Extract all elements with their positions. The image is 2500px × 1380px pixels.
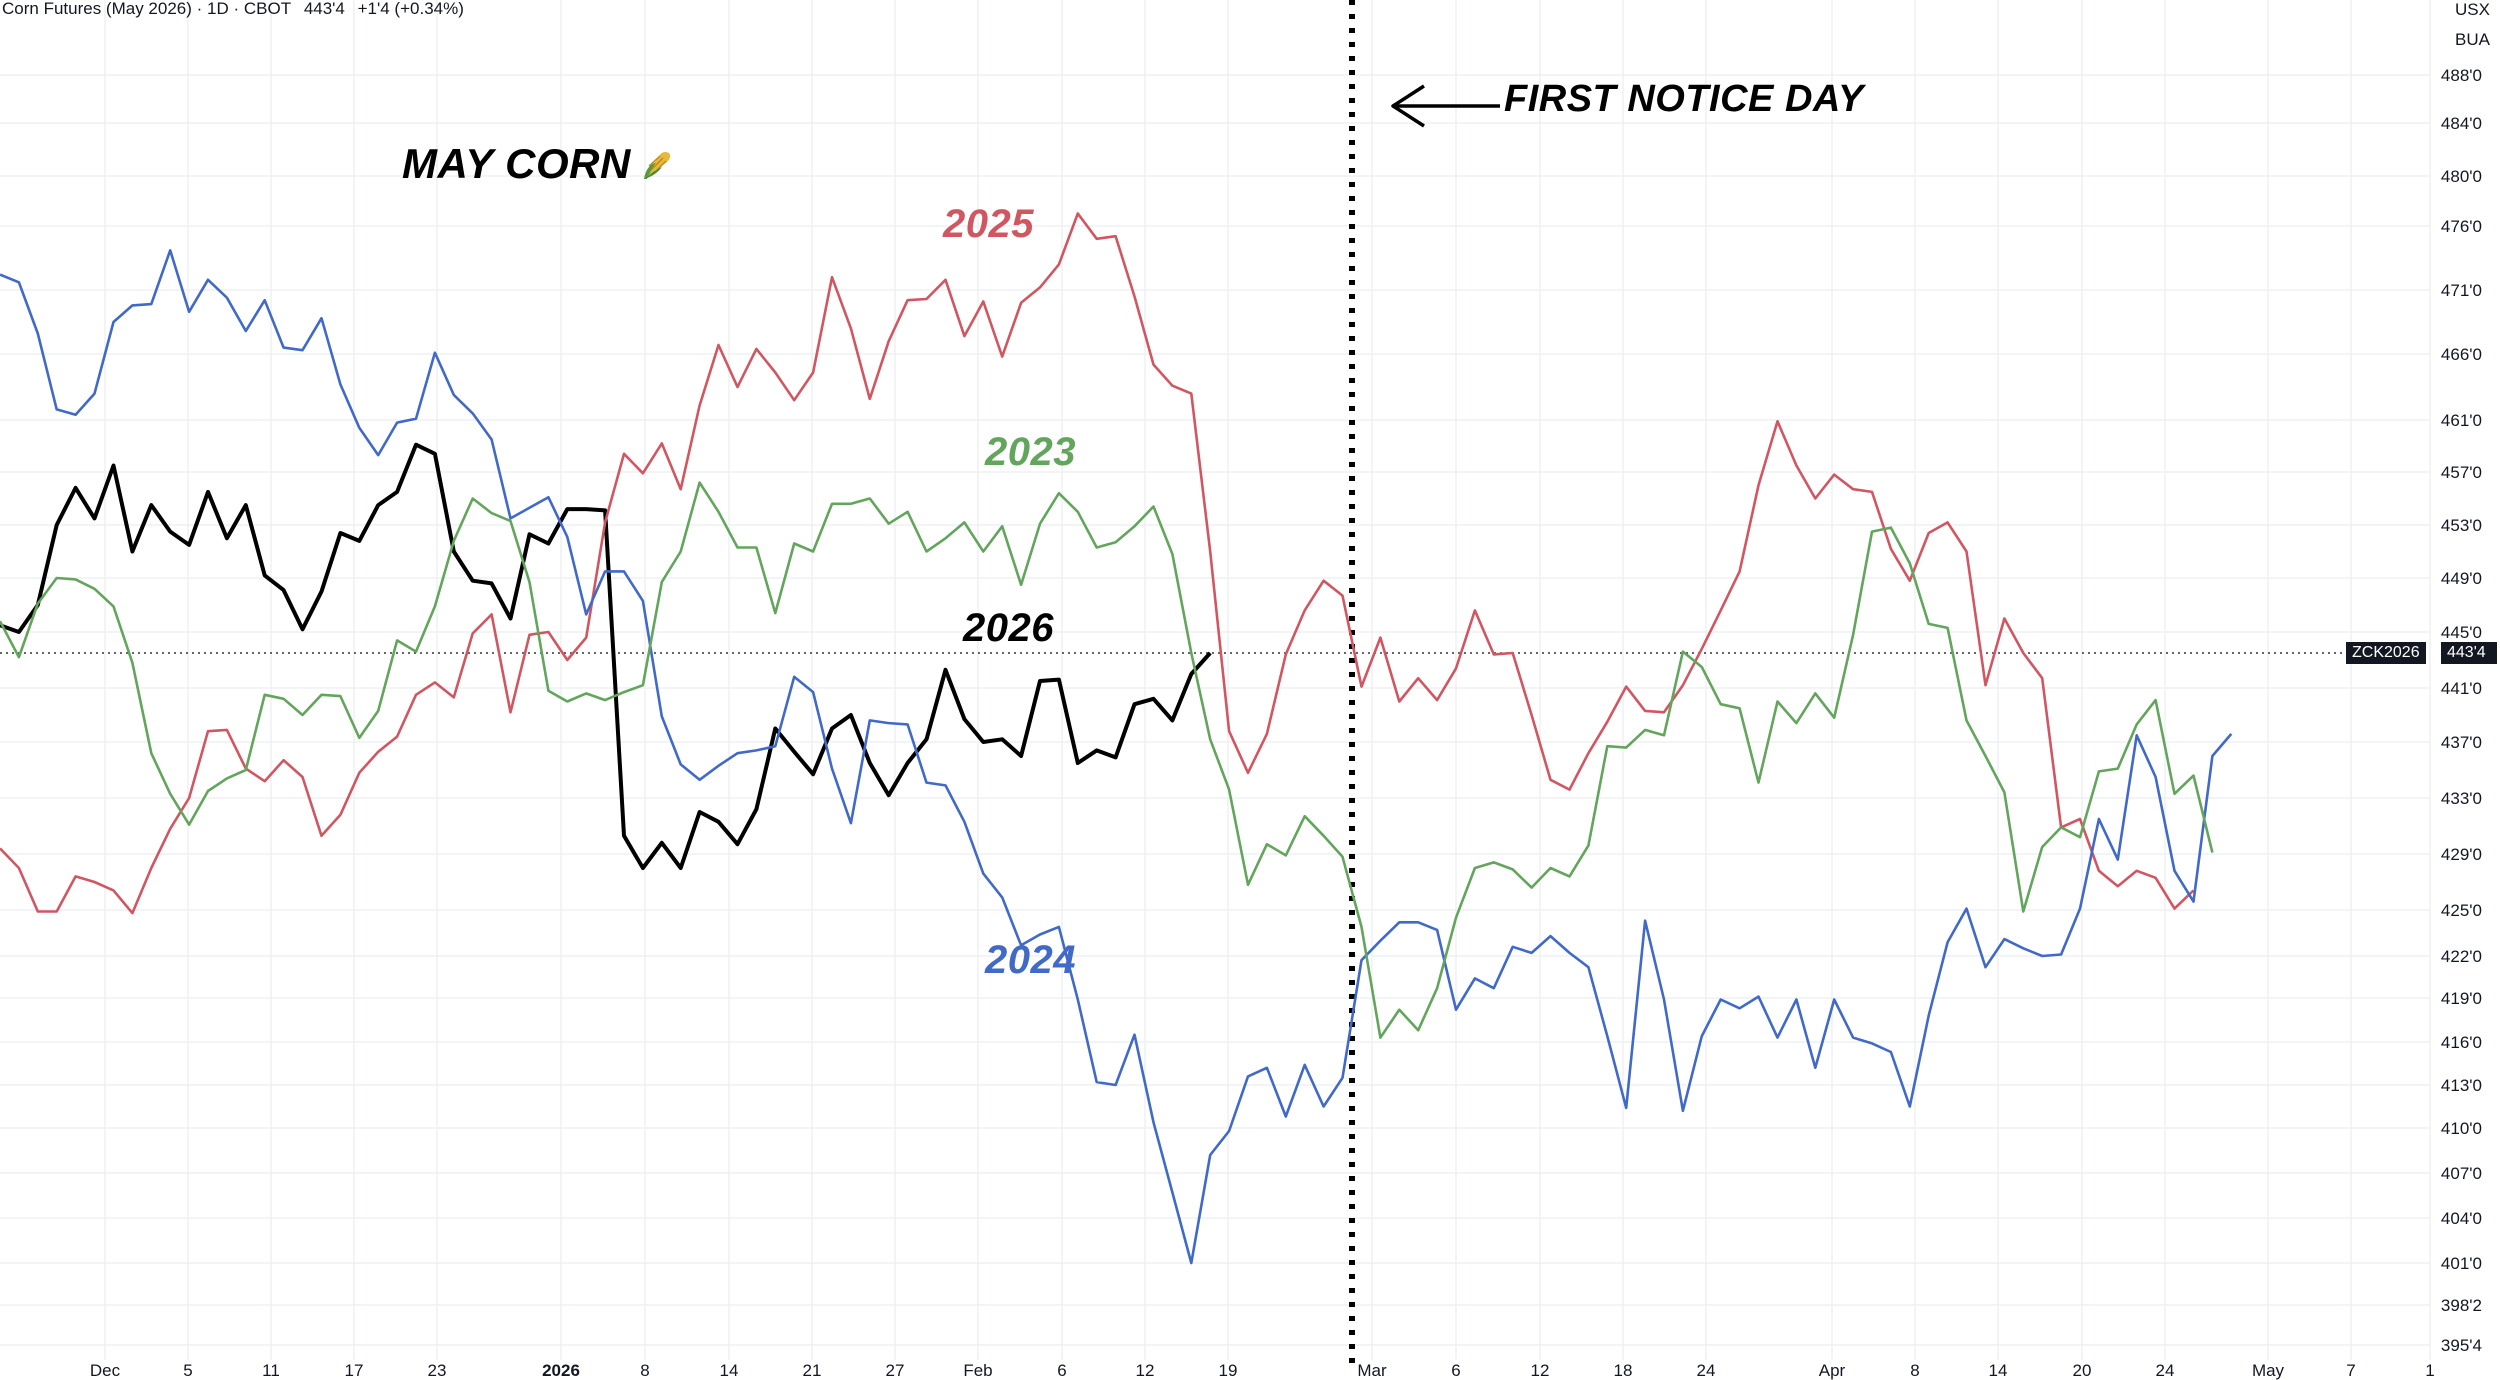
y-tick-label: 461'0 [2441, 411, 2482, 430]
x-tick-label: 24 [2156, 1361, 2175, 1380]
x-tick-label: Apr [1819, 1361, 1846, 1380]
price-axis[interactable]: 488'0 484'0 480'0 476'0 471'0 466'0 461'0 457'0… [2441, 66, 2482, 1355]
y-tick-label: 422'0 [2441, 947, 2482, 966]
y-tick-label: 471'0 [2441, 281, 2482, 300]
x-tick-label: 12 [1136, 1361, 1155, 1380]
chart-title-text: MAY CORN [402, 140, 631, 187]
last-price: 443'4 [303, 0, 345, 18]
y-tick-label: 407'0 [2441, 1164, 2482, 1183]
symbol-header: Corn Futures (May 2026) · 1D · CBOT 443'… [2, 0, 472, 18]
price-change: +1'4 (+0.34%) [357, 0, 464, 18]
y-tick-label: 433'0 [2441, 789, 2482, 808]
series-lines [0, 212, 2233, 1265]
time-axis[interactable]: Dec 5 11 17 23 2026 8 14 21 27 Feb 6 12 19 Mar 6 12 18 24 A… [90, 1361, 2435, 1380]
series-line-2026 [0, 442, 1212, 870]
x-tick-label: 1 [2425, 1361, 2434, 1380]
arrow-icon [1391, 84, 1500, 128]
y-tick-label: 404'0 [2441, 1209, 2482, 1228]
y-tick-label: 401'0 [2441, 1254, 2482, 1273]
y-tick-label: 480'0 [2441, 167, 2482, 186]
symbol-title: Corn Futures (May 2026) · 1D · CBOT [2, 0, 292, 18]
y-tick-label: 413'0 [2441, 1076, 2482, 1095]
x-tick-label: 24 [1697, 1361, 1716, 1380]
x-tick-label: 27 [886, 1361, 905, 1380]
x-tick-label: 14 [1989, 1361, 2008, 1380]
y-tick-label: 429'0 [2441, 845, 2482, 864]
x-tick-label: May [2252, 1361, 2285, 1380]
y-tick-label: 488'0 [2441, 66, 2482, 85]
y-tick-label: 416'0 [2441, 1033, 2482, 1052]
x-tick-label: 8 [1910, 1361, 1919, 1380]
chart-title: MAY CORN [402, 140, 675, 188]
x-tick-label: 11 [262, 1361, 280, 1380]
current-price-tag[interactable]: 443'4 [2441, 642, 2497, 664]
x-tick-label: 7 [2346, 1361, 2355, 1380]
x-tick-label: 18 [1614, 1361, 1633, 1380]
series-label-2023: 2023 [985, 430, 1076, 474]
x-tick-label: Mar [1357, 1361, 1387, 1380]
series-line-2025 [0, 212, 2195, 915]
arrow-head [1391, 84, 1425, 128]
y-tick-label: 484'0 [2441, 114, 2482, 133]
y-tick-label: 441'0 [2441, 679, 2482, 698]
x-tick-label: Dec [90, 1361, 121, 1380]
y-tick-label: 425'0 [2441, 901, 2482, 920]
first-notice-day-label: FIRST NOTICE DAY [1504, 78, 1864, 120]
x-tick-label: Feb [963, 1361, 992, 1380]
series-label-2026: 2026 [963, 606, 1054, 650]
grid [0, 0, 2431, 1360]
symbol-price-tag[interactable]: ZCK2026 [2346, 642, 2426, 664]
y-tick-label: 476'0 [2441, 217, 2482, 236]
y-tick-label: 419'0 [2441, 989, 2482, 1008]
corn-icon [643, 152, 670, 179]
y-tick-label: 466'0 [2441, 345, 2482, 364]
x-tick-label: 21 [803, 1361, 822, 1380]
series-line-2024 [0, 249, 2233, 1265]
series-label-2025: 2025 [943, 202, 1034, 246]
x-tick-label: 5 [183, 1361, 192, 1380]
x-tick-label: 20 [2073, 1361, 2092, 1380]
y-tick-label: 410'0 [2441, 1119, 2482, 1138]
x-tick-label: 17 [345, 1361, 364, 1380]
x-tick-label: 6 [1057, 1361, 1066, 1380]
x-tick-label: 19 [1219, 1361, 1238, 1380]
y-tick-label: 453'0 [2441, 516, 2482, 535]
y-tick-label: 445'0 [2441, 623, 2482, 642]
y-tick-label: 395'4 [2441, 1336, 2482, 1355]
y-tick-label: 457'0 [2441, 463, 2482, 482]
series-label-2024: 2024 [985, 938, 1076, 982]
y-tick-label: 437'0 [2441, 733, 2482, 752]
currency-unit[interactable]: USX [2455, 0, 2490, 19]
x-tick-label: 14 [720, 1361, 739, 1380]
series-line-2023 [0, 481, 2214, 1039]
x-tick-label: 6 [1451, 1361, 1460, 1380]
x-tick-label: 2026 [542, 1361, 580, 1380]
y-tick-label: 398'2 [2441, 1296, 2482, 1315]
quantity-unit[interactable]: BUA [2455, 30, 2490, 49]
y-tick-label: 449'0 [2441, 569, 2482, 588]
x-tick-label: 23 [428, 1361, 447, 1380]
x-tick-label: 12 [1531, 1361, 1550, 1380]
x-tick-label: 8 [640, 1361, 649, 1380]
